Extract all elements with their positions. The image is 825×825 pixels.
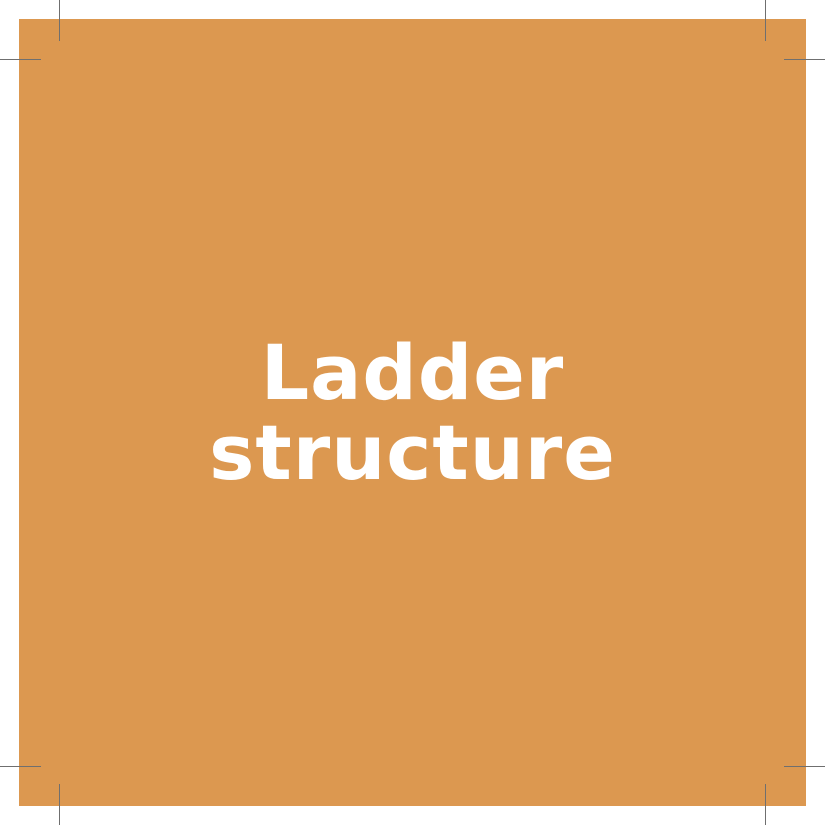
cover-title-line-2: structure xyxy=(209,407,616,497)
crop-mark-top-left-vertical xyxy=(59,0,60,41)
crop-mark-bottom-right-horizontal xyxy=(784,766,825,767)
cover-card: Ladder structure xyxy=(19,19,806,806)
crop-mark-top-right-vertical xyxy=(765,0,766,41)
crop-mark-bottom-left-vertical xyxy=(59,784,60,825)
crop-mark-top-left-horizontal xyxy=(0,59,41,60)
crop-mark-top-right-horizontal xyxy=(784,59,825,60)
crop-mark-bottom-right-vertical xyxy=(765,784,766,825)
crop-mark-bottom-left-horizontal xyxy=(0,766,41,767)
cover-title-line-1: Ladder xyxy=(260,327,565,417)
cover-title: Ladder structure xyxy=(209,327,616,497)
